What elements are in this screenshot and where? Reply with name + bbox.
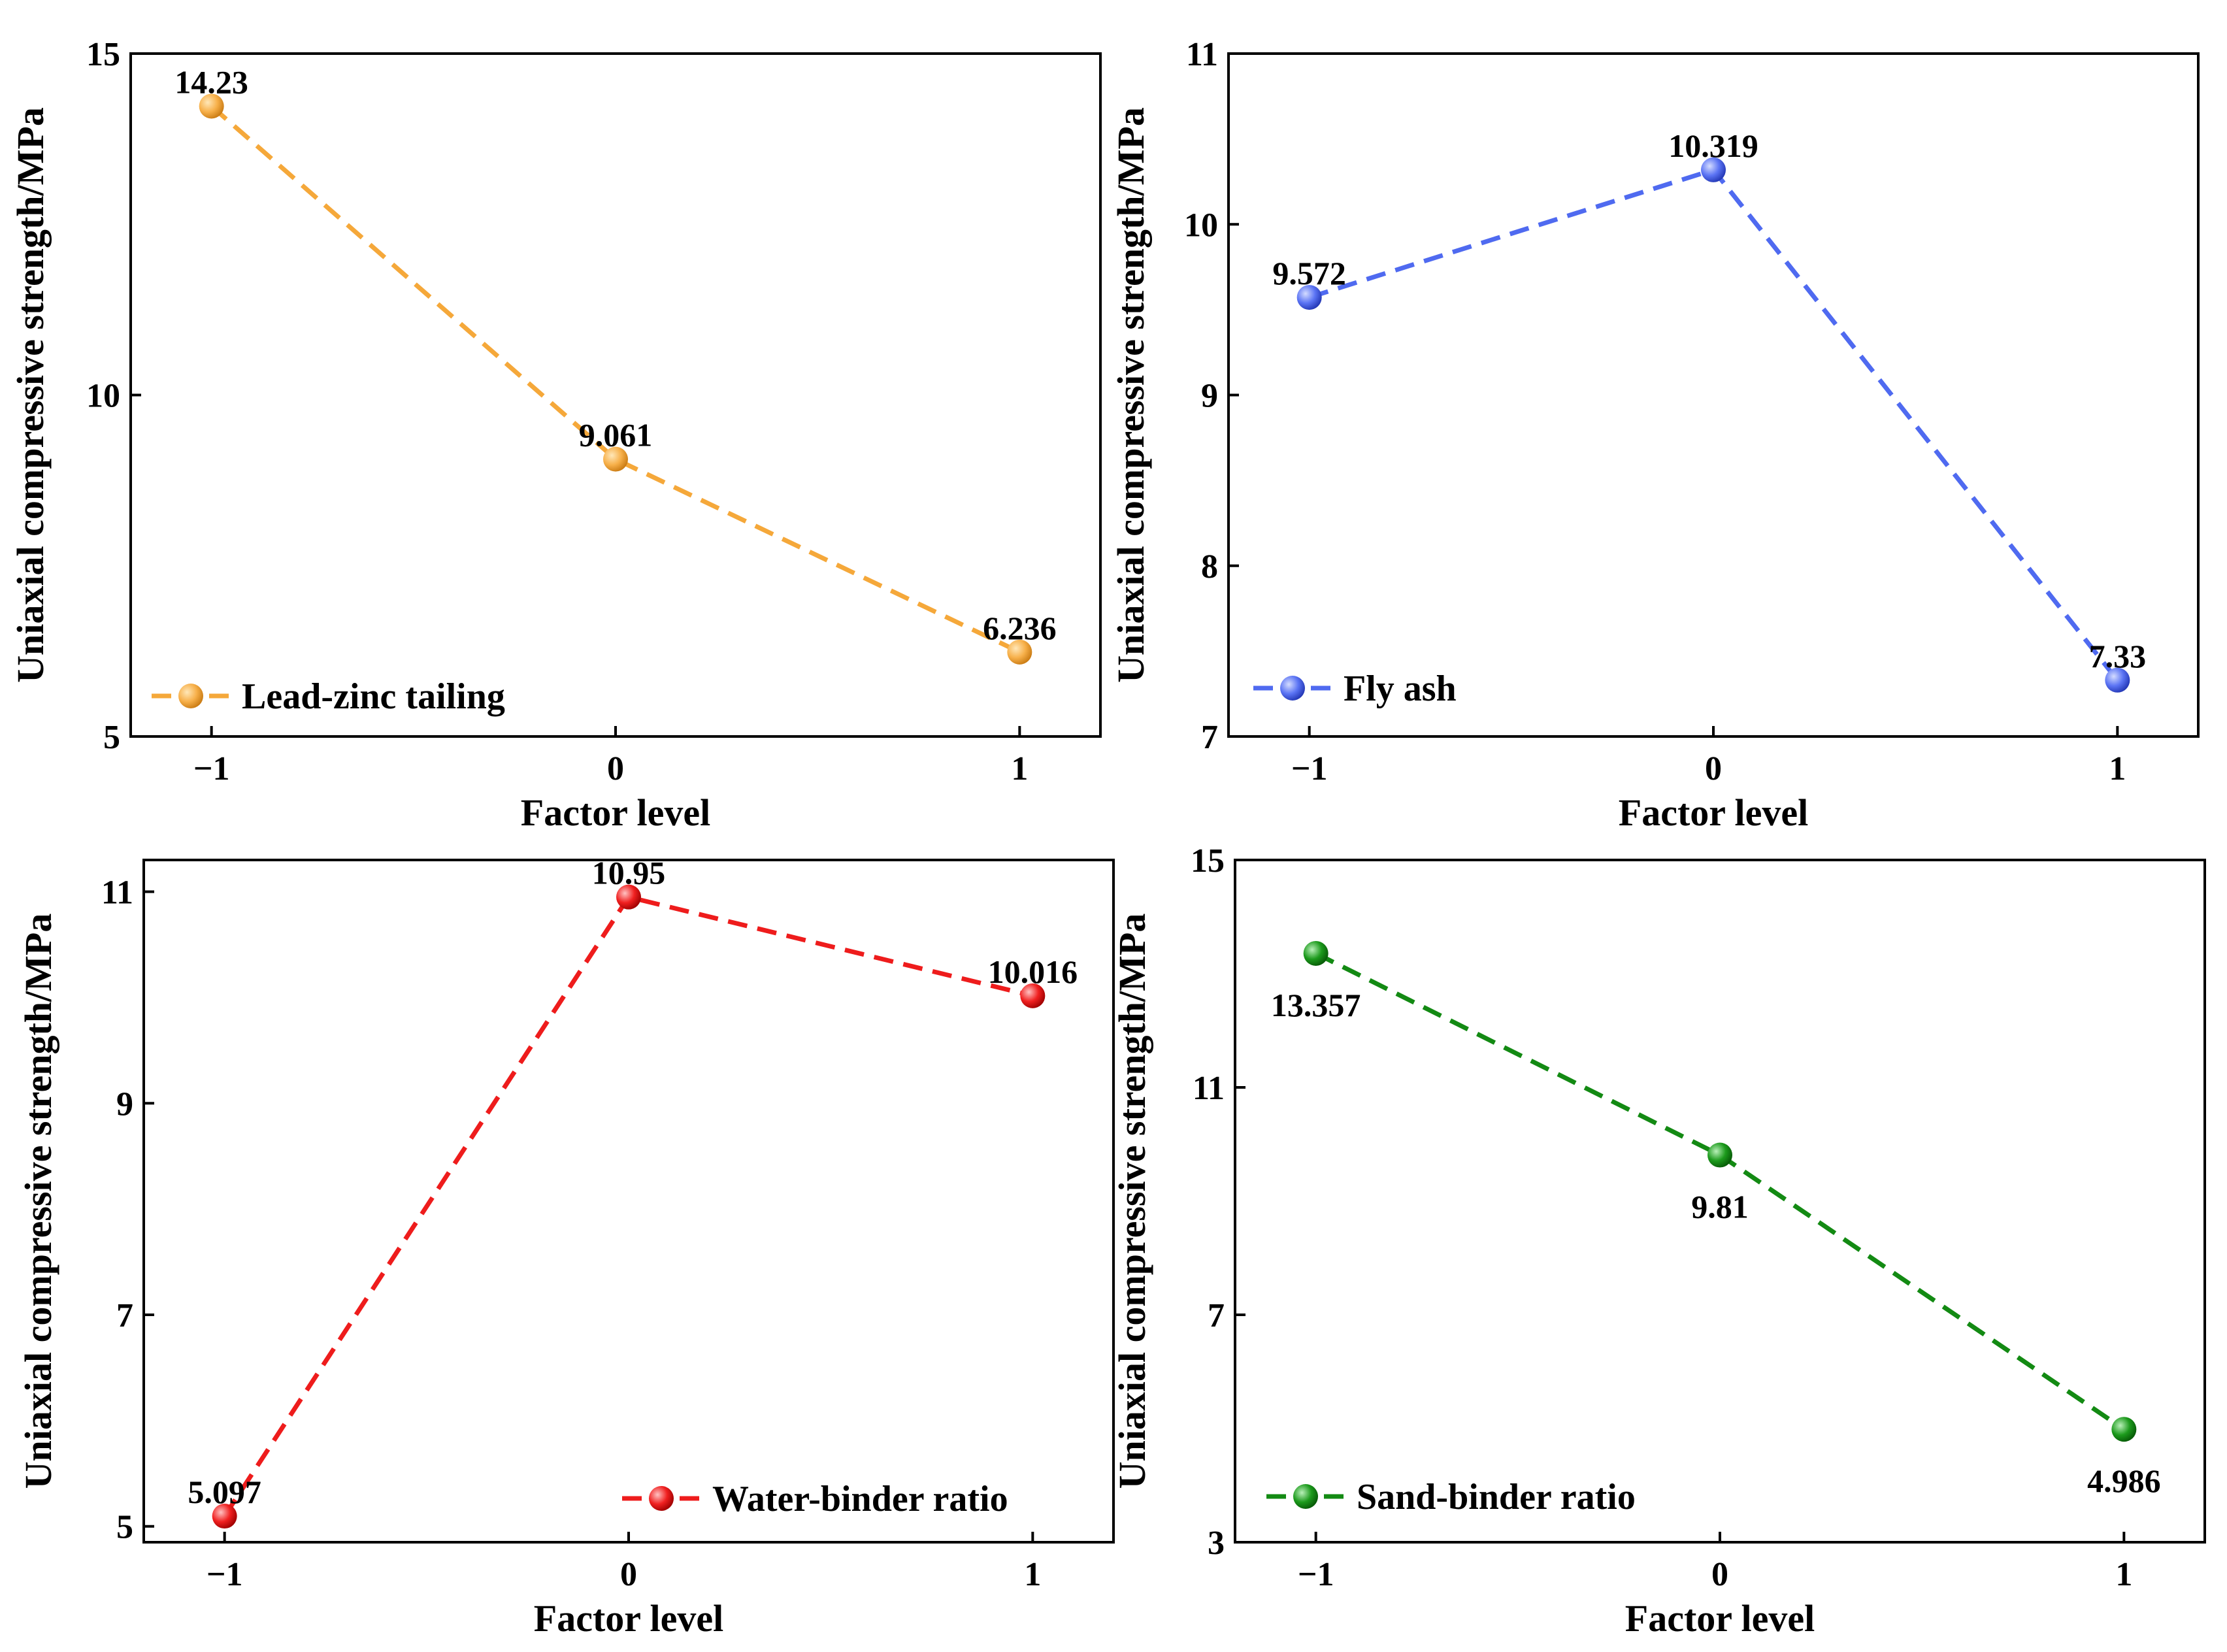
x-axis-title: Factor level xyxy=(1625,1597,1815,1640)
plot-frame xyxy=(129,52,1102,738)
y-tick-label: 15 xyxy=(1191,842,1225,880)
data-point-marker xyxy=(212,1504,237,1529)
y-axis-title: Uniaxial compressive strength/MPa xyxy=(17,914,59,1489)
data-point-marker xyxy=(1020,983,1046,1008)
data-point-marker xyxy=(1007,639,1032,665)
x-tick-label: 0 xyxy=(607,750,624,787)
y-tick-label: 10 xyxy=(86,378,120,415)
x-tick-label: 1 xyxy=(2109,750,2126,787)
y-tick-label: 7 xyxy=(1208,1297,1225,1334)
legend: Water-binder ratio xyxy=(622,1479,1008,1519)
x-tick-label: 1 xyxy=(1011,750,1028,787)
y-axis-title: Uniaxial compressive strength/MPa xyxy=(9,107,52,683)
data-label: 13.357 xyxy=(1271,987,1361,1023)
y-tick-label: 7 xyxy=(1201,719,1218,756)
y-tick-label: 10 xyxy=(1184,206,1218,244)
data-point-marker xyxy=(2105,667,2130,693)
legend: Fly ash xyxy=(1253,669,1457,709)
data-point-marker xyxy=(1296,285,1322,310)
x-axis-title: Factor level xyxy=(534,1597,723,1640)
y-tick-label: 7 xyxy=(116,1297,133,1334)
legend: Lead-zinc tailing xyxy=(152,676,505,717)
y-tick-label: 9 xyxy=(1201,378,1218,415)
legend-marker xyxy=(1280,676,1305,701)
legend-marker xyxy=(649,1486,674,1511)
data-point-marker xyxy=(2111,1417,2137,1442)
data-label: 6.236 xyxy=(983,610,1057,646)
series-line xyxy=(222,894,1034,1517)
y-tick-label: 9 xyxy=(116,1085,133,1123)
series-line xyxy=(210,104,1021,654)
x-tick-label: 1 xyxy=(2115,1556,2132,1593)
y-tick-label: 5 xyxy=(103,719,120,756)
legend-label: Fly ash xyxy=(1344,669,1457,709)
chart-panel-2: −1 0 1 7 8 9 10 11 Factor level Uniaxial compress… xyxy=(1110,36,2200,834)
data-label: 9.061 xyxy=(579,417,653,454)
data-label: 14.23 xyxy=(174,63,248,100)
y-tick-label: 8 xyxy=(1201,548,1218,586)
legend-marker xyxy=(178,684,203,708)
plot-frame xyxy=(142,859,1115,1544)
y-tick-label: 11 xyxy=(101,874,133,912)
x-tick-label: 1 xyxy=(1024,1556,1041,1593)
data-point-marker xyxy=(1701,157,1726,182)
y-axis-title: Uniaxial compressive strength/MPa xyxy=(1111,914,1153,1489)
data-label: 4.986 xyxy=(2087,1462,2161,1499)
x-tick-label: −1 xyxy=(193,750,230,787)
data-point-marker xyxy=(603,446,628,472)
y-tick-label: 11 xyxy=(1193,1070,1225,1107)
data-point-marker xyxy=(199,93,224,119)
x-axis-title: Factor level xyxy=(1619,791,1808,834)
x-axis-title: Factor level xyxy=(521,791,710,834)
legend: Sand-binder ratio xyxy=(1266,1477,1636,1517)
x-tick-label: 0 xyxy=(620,1556,637,1593)
x-tick-label: 0 xyxy=(1711,1556,1728,1593)
data-point-marker xyxy=(616,884,641,910)
data-label: 9.81 xyxy=(1691,1189,1749,1225)
x-tick-label: −1 xyxy=(1298,1556,1334,1593)
y-tick-label: 5 xyxy=(116,1509,133,1546)
legend-label: Lead-zinc tailing xyxy=(242,676,505,717)
y-tick-label: 3 xyxy=(1208,1525,1225,1562)
data-label: 7.33 xyxy=(2089,638,2147,674)
x-tick-label: 0 xyxy=(1705,750,1722,787)
data-point-marker xyxy=(1707,1142,1732,1168)
data-label: 10.319 xyxy=(1668,127,1758,164)
y-tick-label: 15 xyxy=(86,36,120,73)
y-axis-title: Uniaxial compressive strength/MPa xyxy=(1110,107,1152,683)
data-point-marker xyxy=(1303,940,1328,966)
x-tick-label: −1 xyxy=(1291,750,1328,787)
legend-label: Sand-binder ratio xyxy=(1357,1477,1636,1517)
legend-marker xyxy=(1293,1484,1318,1509)
data-label: 10.95 xyxy=(592,855,666,891)
chart-panel-3: −1 0 1 5 7 9 11 Factor level Uniaxial compressiv… xyxy=(17,855,1115,1640)
data-label: 5.097 xyxy=(188,1474,261,1510)
x-tick-label: −1 xyxy=(206,1556,243,1593)
y-tick-label: 11 xyxy=(1186,36,1218,73)
data-label: 9.572 xyxy=(1272,255,1346,291)
series-line xyxy=(1308,167,2120,682)
legend-label: Water-binder ratio xyxy=(712,1479,1008,1519)
chart-panel-4: −1 0 1 3 7 11 15 Factor level Uniaxial compressi… xyxy=(1111,842,2206,1640)
data-label: 10.016 xyxy=(988,953,1078,990)
